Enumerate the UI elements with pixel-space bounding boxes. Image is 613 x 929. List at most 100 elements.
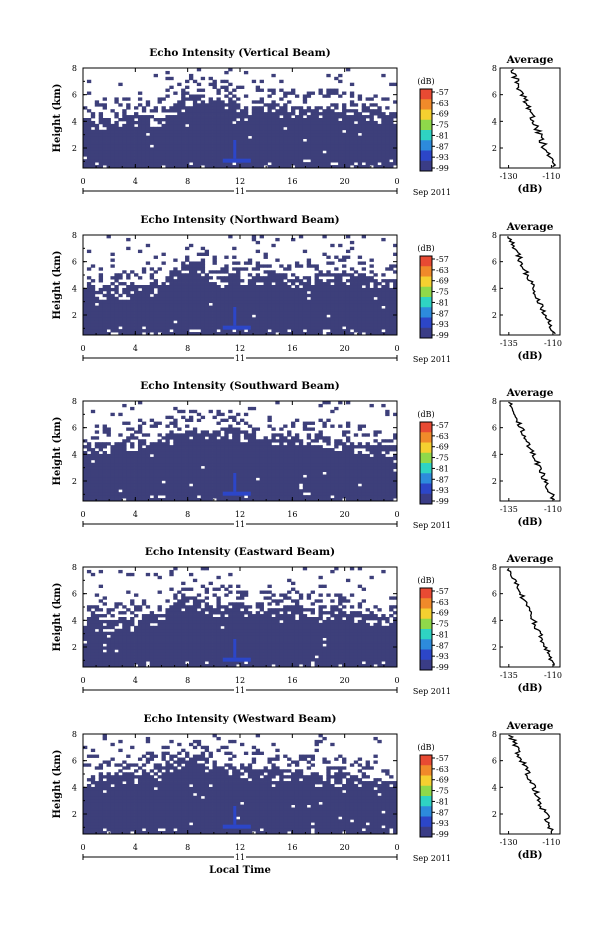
colorbar-segment xyxy=(420,282,432,286)
echo-cell xyxy=(110,462,115,467)
echo-cell xyxy=(330,126,335,131)
echo-cell xyxy=(130,326,135,330)
echo-cell xyxy=(275,445,280,449)
echo-cell xyxy=(141,448,147,452)
echo-cell xyxy=(118,329,123,333)
echo-cell xyxy=(149,451,155,455)
echo-cell xyxy=(228,299,233,304)
echo-cell xyxy=(279,147,284,151)
echo-cell xyxy=(275,448,280,452)
echo-cell xyxy=(243,305,249,309)
echo-cell xyxy=(310,126,315,131)
echo-cell xyxy=(287,135,292,139)
echo-cell xyxy=(141,308,147,312)
echo-cell xyxy=(353,115,359,119)
echo-cell xyxy=(149,314,155,318)
echo-cell xyxy=(251,329,257,333)
echo-cell xyxy=(224,162,229,166)
echo-cell xyxy=(220,85,225,89)
echo-cell xyxy=(106,314,111,318)
echo-cell xyxy=(208,97,213,101)
echo-cell xyxy=(263,144,268,148)
echo-cell xyxy=(149,459,155,464)
echo-cell xyxy=(306,477,312,481)
echo-cell xyxy=(314,126,319,131)
echo-cell xyxy=(106,120,111,125)
echo-cell xyxy=(165,453,170,458)
echo-cell xyxy=(326,279,331,283)
echo-cell xyxy=(220,279,225,283)
echo-cell xyxy=(90,144,96,148)
echo-cell xyxy=(204,448,210,452)
echo-cell xyxy=(326,323,331,327)
echo-cell xyxy=(220,100,225,104)
echo-cell xyxy=(169,448,174,452)
echo-cell xyxy=(314,474,319,478)
echo-cell xyxy=(153,150,158,154)
echo-cell xyxy=(306,320,312,324)
echo-cell xyxy=(86,132,92,137)
echo-cell xyxy=(216,97,221,101)
echo-cell xyxy=(204,477,210,481)
echo-cell xyxy=(334,153,339,157)
echo-cell xyxy=(373,123,378,128)
echo-cell xyxy=(365,141,370,145)
echo-cell xyxy=(196,323,202,327)
echo-cell xyxy=(114,150,119,154)
echo-cell xyxy=(118,144,123,148)
echo-cell xyxy=(86,91,92,95)
echo-cell xyxy=(310,320,315,324)
echo-cell xyxy=(169,436,174,440)
echo-cell xyxy=(353,329,359,333)
echo-cell xyxy=(251,433,257,437)
echo-cell xyxy=(345,138,351,142)
echo-cell xyxy=(173,445,178,449)
echo-cell xyxy=(291,448,296,452)
echo-cell xyxy=(275,299,280,304)
echo-cell xyxy=(98,287,104,292)
echo-cell xyxy=(188,317,194,321)
echo-cell xyxy=(251,498,257,502)
echo-cell xyxy=(306,279,312,283)
echo-cell xyxy=(342,258,347,262)
echo-cell xyxy=(216,459,221,464)
echo-cell xyxy=(220,120,225,125)
echo-cell xyxy=(122,486,127,490)
echo-cell xyxy=(330,138,335,142)
echo-cell xyxy=(122,162,127,166)
echo-cell xyxy=(185,115,190,119)
echo-cell xyxy=(130,296,135,301)
echo-cell xyxy=(212,129,217,134)
echo-cell xyxy=(204,276,210,280)
echo-cell xyxy=(271,474,276,478)
echo-cell xyxy=(173,118,178,122)
echo-cell xyxy=(306,162,312,166)
echo-cell xyxy=(263,126,268,131)
echo-cell xyxy=(302,326,308,330)
echo-cell xyxy=(283,465,288,470)
echo-cell xyxy=(361,329,367,333)
echo-cell xyxy=(204,299,210,304)
echo-cell xyxy=(169,109,174,113)
echo-cell xyxy=(181,132,186,137)
echo-cell xyxy=(181,492,186,496)
echo-cell xyxy=(377,332,382,336)
echo-cell xyxy=(236,276,241,280)
echo-cell xyxy=(224,320,229,324)
echo-cell xyxy=(267,439,272,443)
echo-cell xyxy=(204,317,210,321)
echo-cell xyxy=(149,483,155,487)
echo-cell xyxy=(137,129,143,134)
echo-cell xyxy=(247,474,253,478)
echo-cell xyxy=(385,162,390,166)
echo-cell xyxy=(165,439,170,443)
echo-cell xyxy=(192,409,198,414)
echo-cell xyxy=(357,273,363,277)
echo-cell xyxy=(291,474,296,478)
echo-cell xyxy=(345,308,351,312)
echo-cell xyxy=(389,165,394,169)
echo-cell xyxy=(357,282,363,286)
echo-cell xyxy=(232,123,237,128)
echo-cell xyxy=(267,106,272,110)
echo-cell xyxy=(259,144,264,148)
